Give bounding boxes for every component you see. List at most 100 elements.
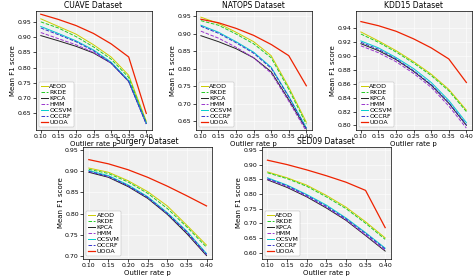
Title: CUAVE Dataset: CUAVE Dataset	[64, 1, 123, 10]
HMM	[198, 29, 204, 33]
OCCRF	[363, 232, 368, 235]
OCSVM	[446, 99, 452, 102]
Title: Surgery Dataset: Surgery Dataset	[116, 137, 179, 146]
Y-axis label: Mean F1 score: Mean F1 score	[330, 45, 336, 96]
AEOD	[363, 220, 368, 223]
KPCA	[184, 232, 190, 235]
KPCA	[38, 34, 44, 37]
RKDE	[251, 42, 256, 45]
AEOD	[144, 119, 149, 123]
RKDE	[363, 221, 368, 225]
OCSVM	[108, 60, 114, 64]
HMM	[144, 122, 149, 126]
UOOA	[363, 189, 368, 192]
RKDE	[464, 110, 469, 113]
RKDE	[303, 123, 309, 126]
OCSVM	[411, 67, 417, 70]
RKDE	[125, 180, 131, 184]
KPCA	[363, 234, 368, 237]
OCCRF	[446, 101, 452, 104]
OCSVM	[91, 48, 96, 52]
KPCA	[144, 122, 149, 125]
HMM	[411, 72, 417, 75]
RKDE	[286, 88, 292, 91]
Title: NATOPS Dataset: NATOPS Dataset	[222, 1, 285, 10]
Line: UOOA: UOOA	[267, 160, 385, 228]
Legend: AEOD, RKDE, KPCA, HMM, OCSVM, OCCRF, UOOA: AEOD, RKDE, KPCA, HMM, OCSVM, OCCRF, UOO…	[86, 211, 121, 256]
Line: KPCA: KPCA	[267, 180, 385, 251]
KPCA	[233, 47, 239, 50]
AEOD	[125, 179, 131, 182]
UOOA	[343, 181, 349, 184]
OCSVM	[145, 195, 151, 198]
Line: OCCRF: OCCRF	[201, 26, 306, 129]
KPCA	[286, 98, 292, 101]
AEOD	[184, 224, 190, 227]
OCSVM	[126, 79, 131, 82]
HMM	[323, 206, 329, 209]
RKDE	[446, 89, 452, 92]
OCSVM	[198, 24, 204, 27]
OCCRF	[233, 41, 239, 45]
AEOD	[304, 183, 310, 187]
UOOA	[303, 84, 309, 87]
RKDE	[73, 35, 79, 38]
Line: OCSVM: OCSVM	[267, 178, 385, 248]
HMM	[343, 218, 349, 221]
OCCRF	[55, 33, 61, 36]
KPCA	[198, 34, 204, 38]
UOOA	[91, 32, 96, 35]
Line: OCCRF: OCCRF	[361, 42, 466, 125]
Line: OCCRF: OCCRF	[89, 171, 207, 254]
AEOD	[106, 171, 111, 174]
UOOA	[73, 24, 79, 27]
OCCRF	[86, 170, 91, 173]
OCSVM	[428, 81, 434, 84]
KPCA	[268, 70, 274, 73]
KPCA	[304, 195, 310, 199]
KPCA	[284, 186, 290, 189]
RKDE	[86, 168, 91, 171]
OCCRF	[73, 40, 79, 43]
AEOD	[38, 17, 44, 20]
OCCRF	[323, 205, 329, 208]
AEOD	[303, 120, 309, 124]
KPCA	[323, 206, 329, 210]
OCCRF	[106, 175, 111, 178]
KPCA	[126, 80, 131, 83]
AEOD	[91, 43, 96, 46]
OCSVM	[216, 31, 221, 34]
AEOD	[73, 32, 79, 36]
HMM	[73, 43, 79, 46]
RKDE	[264, 171, 270, 174]
AEOD	[251, 40, 256, 43]
UOOA	[376, 24, 382, 27]
KPCA	[216, 40, 221, 43]
OCSVM	[343, 216, 349, 220]
KPCA	[55, 39, 61, 43]
OCSVM	[286, 95, 292, 98]
OCSVM	[323, 203, 329, 207]
RKDE	[55, 26, 61, 30]
OCCRF	[268, 67, 274, 70]
KPCA	[73, 45, 79, 48]
RKDE	[91, 45, 96, 49]
HMM	[91, 51, 96, 54]
Y-axis label: Mean F1 score: Mean F1 score	[10, 45, 16, 96]
X-axis label: Outlier rate p: Outlier rate p	[303, 270, 350, 276]
UOOA	[108, 42, 114, 46]
RKDE	[233, 32, 239, 36]
HMM	[164, 212, 170, 215]
HMM	[251, 56, 256, 59]
UOOA	[204, 204, 210, 208]
RKDE	[358, 32, 364, 36]
HMM	[184, 231, 190, 234]
OCSVM	[304, 193, 310, 196]
Line: AEOD: AEOD	[41, 19, 146, 121]
OCCRF	[343, 217, 349, 221]
HMM	[38, 31, 44, 34]
RKDE	[144, 121, 149, 124]
HMM	[106, 175, 111, 178]
OCSVM	[264, 176, 270, 179]
OCSVM	[125, 183, 131, 186]
